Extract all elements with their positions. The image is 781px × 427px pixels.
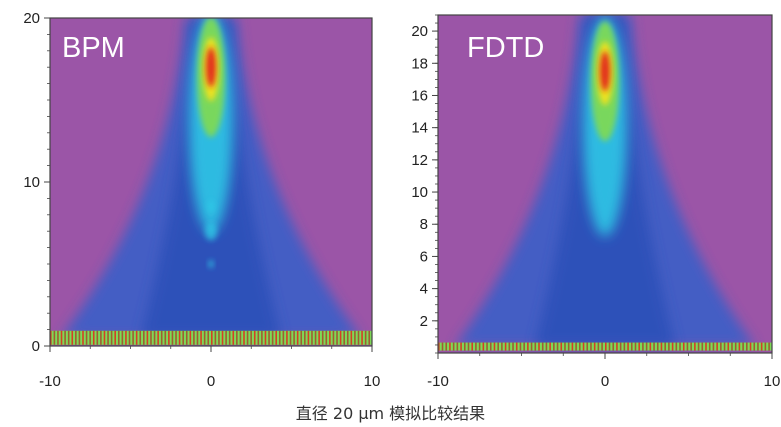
- fdtd-source-band: [438, 342, 772, 351]
- bpm-x-tick-label: 0: [207, 373, 215, 390]
- fdtd-y-tick-label: 6: [420, 248, 428, 265]
- fdtd-y-tick-label: 12: [411, 152, 428, 169]
- fdtd-x-tick-label: -10: [427, 373, 449, 390]
- fdtd-y-tick-label: 8: [420, 216, 428, 233]
- bpm-y-tick-label: 10: [23, 174, 40, 191]
- fdtd-y-tick-label: 2: [420, 313, 428, 330]
- bpm-side-lobe: [205, 222, 217, 241]
- bpm-source-band: [50, 330, 372, 345]
- bpm-x-tick-label: 10: [364, 373, 381, 390]
- fdtd-title: FDTD: [467, 32, 544, 64]
- fdtd-x-tick-label: 10: [764, 373, 781, 390]
- figure: -10 0 10 0 10 20 BPM -10 0 10 2 4 6 8 10 12 14 16 18 20 F…: [23, 10, 781, 390]
- bpm-side-lobe: [207, 200, 215, 213]
- bpm-heatmap: [50, 18, 372, 346]
- fdtd-y-tick-label: 10: [411, 184, 428, 201]
- fdtd-y-tick-label: 4: [420, 281, 428, 298]
- figure-caption: 直径 20 μm 模拟比较结果: [295, 404, 486, 423]
- bpm-panel: -10 0 10 0 10 20 BPM: [23, 10, 380, 390]
- fdtd-y-tick-label: 20: [411, 23, 428, 40]
- bpm-side-lobe: [208, 260, 214, 268]
- bpm-focus-peak: [206, 47, 216, 88]
- fdtd-heatmap: [438, 15, 772, 353]
- fdtd-panel: -10 0 10 2 4 6 8 10 12 14 16 18 20 FDTD: [411, 14, 781, 390]
- fdtd-focus-peak: [600, 51, 610, 92]
- fdtd-axes: -10 0 10 2 4 6 8 10 12 14 16 18 20: [411, 14, 781, 390]
- fdtd-y-tick-label: 18: [411, 55, 428, 72]
- fdtd-y-tick-label: 16: [411, 87, 428, 104]
- bpm-axes: -10 0 10 0 10 20: [23, 10, 380, 390]
- bpm-y-tick-label: 20: [23, 10, 40, 27]
- bpm-x-tick-label: -10: [39, 373, 61, 390]
- bpm-title: BPM: [62, 32, 125, 64]
- fdtd-y-tick-label: 14: [411, 120, 428, 137]
- bpm-y-tick-label: 0: [32, 338, 40, 355]
- fdtd-x-tick-label: 0: [601, 373, 609, 390]
